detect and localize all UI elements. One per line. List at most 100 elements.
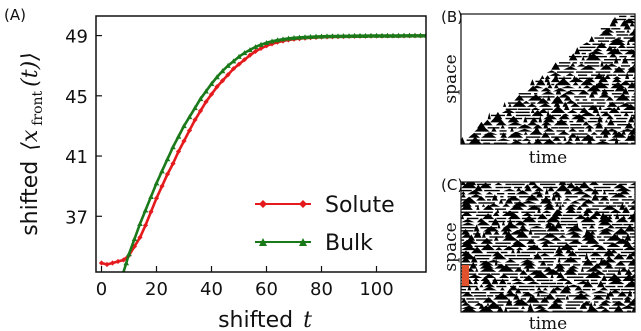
- heatmap-cluster: [627, 81, 635, 89]
- heatmap-cluster: [621, 199, 634, 201]
- heatmap-cluster: [575, 142, 583, 144]
- heatmap-cluster: [508, 267, 522, 269]
- heatmap-cluster: [516, 248, 521, 254]
- heatmap-cluster: [592, 81, 609, 89]
- heatmap-cluster: [557, 242, 568, 244]
- data-point-solute: [142, 222, 149, 228]
- heatmap-cluster: [574, 215, 588, 220]
- heatmap-cluster: [570, 232, 582, 238]
- heatmap-cluster: [614, 136, 619, 144]
- heatmap-cluster: [499, 287, 505, 291]
- heatmap-cluster: [530, 109, 535, 114]
- legend-bulk-marker-left: [259, 238, 267, 246]
- heatmap-cluster: [496, 138, 511, 141]
- data-point-bulk: [329, 33, 336, 39]
- heatmap-cluster: [629, 18, 635, 21]
- data-point-bulk: [175, 133, 182, 139]
- data-point-bulk: [357, 32, 363, 38]
- heatmap-cluster: [631, 142, 635, 144]
- heatmap-cluster: [472, 277, 480, 282]
- heatmap-cluster: [563, 66, 578, 70]
- heatmap-cluster: [470, 255, 478, 263]
- heatmap-cluster: [623, 292, 633, 294]
- data-point-solute: [153, 195, 160, 201]
- heatmap-cluster: [582, 280, 594, 288]
- heatmap-cluster: [510, 139, 523, 144]
- heatmap-cluster: [632, 75, 635, 79]
- heatmap-cluster: [498, 278, 507, 285]
- heatmap-cluster: [537, 206, 541, 213]
- heatmap-cluster: [493, 292, 510, 300]
- heatmap-cluster: [521, 138, 532, 141]
- heatmap-cluster: [527, 85, 539, 92]
- heatmap-cluster: [598, 75, 609, 83]
- panel-a: (A) 0 20 40 60 80 100 37 41 45 49 shifted t shift…: [4, 6, 427, 331]
- heatmap-cluster: [554, 65, 570, 67]
- heatmap-cluster: [541, 91, 555, 95]
- heatmap-cluster: [557, 256, 561, 263]
- data-point-bulk: [302, 34, 308, 40]
- heatmap-cluster: [537, 267, 551, 269]
- heatmap-cluster: [612, 74, 617, 76]
- data-point-solute: [219, 78, 226, 84]
- heatmap-cluster: [498, 273, 510, 278]
- heatmap-cluster: [502, 234, 519, 241]
- heatmap-cluster: [580, 245, 588, 247]
- heatmap-cluster: [629, 216, 635, 223]
- heatmap-cluster: [615, 186, 632, 192]
- data-point-bulk: [159, 168, 165, 174]
- heatmap-cluster: [565, 294, 570, 300]
- heatmap-cluster: [583, 187, 596, 192]
- heatmap-cluster: [545, 214, 551, 217]
- heatmap-cluster: [606, 224, 615, 229]
- heatmap-cluster: [633, 292, 635, 294]
- heatmap-cluster: [611, 300, 627, 306]
- heatmap-cluster: [509, 276, 518, 278]
- heatmap-cluster: [517, 108, 531, 110]
- data-point-bulk: [252, 44, 259, 50]
- heatmap-cluster: [475, 205, 479, 207]
- heatmap-cluster: [625, 253, 634, 260]
- heatmap-cluster: [485, 301, 502, 309]
- heatmap-cluster: [631, 306, 635, 312]
- heatmap-cluster: [558, 223, 567, 226]
- heatmap-cluster: [478, 182, 493, 189]
- heatmap-cluster: [585, 306, 599, 312]
- heatmap-cluster: [526, 140, 532, 144]
- heatmap-cluster: [515, 230, 529, 238]
- heatmap-cluster: [602, 270, 607, 272]
- data-point-bulk: [197, 96, 204, 102]
- heatmap-cluster: [546, 70, 557, 73]
- data-point-solute: [115, 258, 121, 265]
- heatmap-cluster: [630, 51, 635, 58]
- heatmap-cluster: [470, 246, 484, 254]
- heatmap-cluster: [634, 296, 635, 297]
- heatmap-cluster: [552, 252, 566, 257]
- heatmap-cluster: [461, 222, 475, 226]
- heatmap-cluster: [615, 93, 631, 101]
- heatmap-cluster: [529, 288, 535, 291]
- heatmap-cluster: [550, 105, 566, 114]
- data-point-bulk: [131, 236, 138, 242]
- heatmap-cluster: [557, 195, 561, 201]
- heatmap-cluster: [504, 197, 514, 204]
- heatmap-cluster: [566, 257, 581, 260]
- panel-c-label: (C): [441, 176, 463, 194]
- heatmap-cluster: [627, 289, 633, 297]
- heatmap-cluster: [600, 63, 613, 70]
- heatmap-cluster: [523, 263, 536, 269]
- heatmap-cluster: [609, 199, 619, 201]
- heatmap-cluster: [558, 235, 567, 238]
- heatmap-cluster: [530, 79, 535, 86]
- heatmap-cluster: [615, 260, 626, 266]
- heatmap-cluster: [510, 240, 527, 247]
- heatmap-cluster: [571, 113, 588, 120]
- heatmap-cluster: [550, 96, 565, 104]
- heatmap-cluster: [493, 230, 500, 235]
- heatmap-cluster: [544, 293, 556, 300]
- heatmap-cluster: [609, 52, 618, 58]
- heatmap-cluster: [544, 76, 549, 83]
- heatmap-cluster: [491, 217, 500, 226]
- heatmap-cluster: [556, 277, 571, 282]
- heatmap-cluster: [606, 114, 614, 120]
